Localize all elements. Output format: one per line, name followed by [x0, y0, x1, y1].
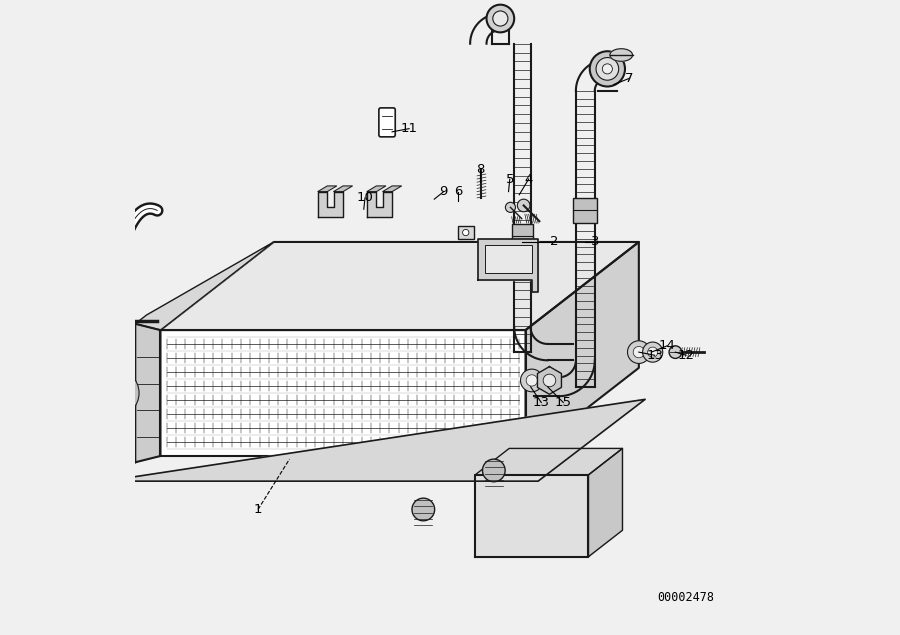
Circle shape: [91, 369, 140, 417]
Circle shape: [96, 374, 134, 412]
Circle shape: [627, 341, 650, 363]
Polygon shape: [478, 239, 538, 292]
Circle shape: [412, 498, 435, 521]
Circle shape: [463, 229, 469, 236]
Circle shape: [596, 58, 618, 80]
Circle shape: [487, 4, 514, 32]
Circle shape: [648, 347, 658, 357]
Circle shape: [506, 203, 516, 212]
Text: 13: 13: [646, 349, 663, 362]
Polygon shape: [526, 242, 639, 456]
Polygon shape: [367, 192, 392, 217]
Polygon shape: [610, 49, 633, 62]
Circle shape: [602, 64, 612, 74]
Bar: [573, 198, 598, 223]
Polygon shape: [129, 399, 645, 481]
Polygon shape: [318, 192, 343, 217]
Polygon shape: [135, 242, 274, 330]
Circle shape: [493, 11, 508, 26]
Polygon shape: [160, 330, 526, 456]
Polygon shape: [589, 448, 623, 557]
Bar: [512, 224, 533, 247]
Text: 12: 12: [678, 349, 695, 362]
Text: 10: 10: [356, 191, 374, 204]
Circle shape: [518, 199, 530, 211]
Circle shape: [634, 347, 644, 358]
Circle shape: [590, 51, 625, 86]
Text: 9: 9: [439, 185, 448, 198]
Circle shape: [482, 459, 505, 482]
Text: 7: 7: [626, 72, 634, 85]
Text: 11: 11: [400, 122, 418, 135]
Polygon shape: [367, 186, 386, 192]
Text: 14: 14: [659, 339, 676, 352]
Polygon shape: [160, 242, 639, 330]
Text: 5: 5: [506, 173, 514, 185]
Text: 2: 2: [550, 236, 558, 248]
Text: 13: 13: [533, 396, 550, 409]
Circle shape: [102, 379, 129, 407]
Circle shape: [643, 342, 662, 362]
Text: 15: 15: [554, 396, 572, 409]
Text: 6: 6: [454, 185, 463, 198]
Polygon shape: [382, 186, 401, 192]
FancyBboxPatch shape: [379, 108, 395, 137]
Polygon shape: [537, 366, 562, 394]
Polygon shape: [318, 186, 337, 192]
Text: 1: 1: [254, 503, 262, 516]
Text: 3: 3: [590, 236, 599, 248]
Text: 00002478: 00002478: [657, 591, 715, 604]
Text: 8: 8: [476, 163, 484, 176]
Bar: [484, 245, 532, 274]
Polygon shape: [475, 448, 623, 475]
Circle shape: [520, 369, 544, 392]
Polygon shape: [475, 475, 589, 557]
Polygon shape: [135, 324, 160, 462]
Polygon shape: [334, 186, 353, 192]
Circle shape: [526, 375, 537, 386]
Circle shape: [112, 389, 119, 397]
Circle shape: [669, 346, 681, 358]
Text: 4: 4: [525, 173, 533, 185]
Circle shape: [106, 384, 124, 402]
Bar: [458, 226, 474, 239]
Circle shape: [544, 374, 555, 387]
